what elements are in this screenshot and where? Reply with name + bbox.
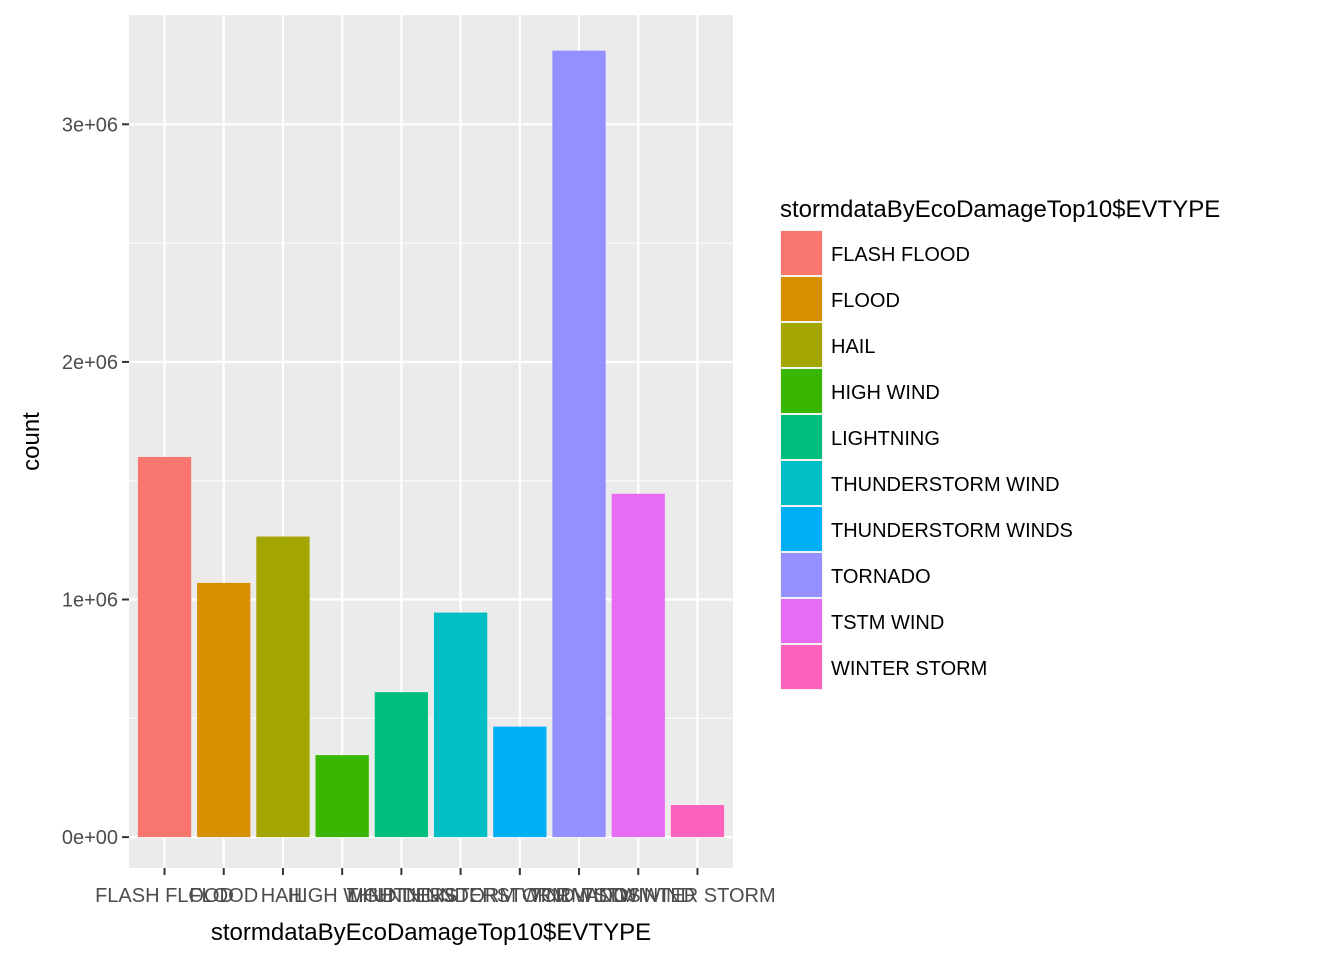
legend-key-swatch <box>781 415 822 459</box>
bar <box>552 50 606 838</box>
x-tick-label: HIGH WIND <box>288 885 397 907</box>
y-axis: 0e+00 1e+06 2e+06 3e+06 <box>62 114 129 849</box>
bar <box>137 456 192 838</box>
x-tick-label: FLOOD <box>189 885 258 907</box>
x-tick-label: LIGHTNING <box>347 885 456 907</box>
legend-label: FLOOD <box>831 290 900 312</box>
legend-label: TSTM WIND <box>831 612 944 634</box>
legend-label: TORNADO <box>831 566 931 588</box>
y-tick-label: 3e+06 <box>62 114 118 136</box>
legend-key-swatch <box>781 645 822 689</box>
legend: stormdataByEcoDamageTop10$EVTYPE FLASH F… <box>780 196 1220 690</box>
y-axis-title: count <box>18 412 45 471</box>
y-tick-label: 2e+06 <box>62 352 118 374</box>
legend-key-swatch <box>781 231 822 275</box>
x-tick-label: THUNDERSTORM WINDS <box>399 885 641 907</box>
y-tick-label: 1e+06 <box>62 590 118 612</box>
legend-label: THUNDERSTORM WIND <box>831 474 1060 496</box>
x-axis-title: stormdataByEcoDamageTop10$EVTYPE <box>211 919 651 946</box>
legend-key-swatch <box>781 369 822 413</box>
bar <box>374 692 429 838</box>
legend-title: stormdataByEcoDamageTop10$EVTYPE <box>780 196 1220 223</box>
legend-key-swatch <box>781 553 822 597</box>
legend-label: FLASH FLOOD <box>831 244 970 266</box>
legend-label: LIGHTNING <box>831 428 940 450</box>
bar <box>197 582 251 838</box>
legend-label: THUNDERSTORM WINDS <box>831 520 1073 542</box>
bar <box>256 536 310 838</box>
legend-label: WINTER STORM <box>831 658 987 680</box>
bar <box>670 805 725 838</box>
x-tick-label: THUNDERSTORM WIND <box>346 885 575 907</box>
y-tick-label: 0e+00 <box>62 827 118 849</box>
bar <box>433 612 488 838</box>
x-tick-label: WINTER STORM <box>619 885 775 907</box>
legend-key-swatch <box>781 507 822 551</box>
x-tick-label: TSTM WIND <box>582 885 695 907</box>
bars <box>137 50 725 838</box>
legend-key-swatch <box>781 323 822 367</box>
legend-key-swatch <box>781 277 822 321</box>
legend-key-swatch <box>781 599 822 643</box>
legend-label: HIGH WIND <box>831 382 940 404</box>
legend-key-swatch <box>781 461 822 505</box>
bar <box>315 755 369 838</box>
legend-label: HAIL <box>831 336 875 358</box>
x-tick-label: TORNADO <box>529 885 629 907</box>
bar <box>611 493 665 838</box>
x-tick-label: FLASH FLOOD <box>95 885 234 907</box>
x-tick-label: HAIL <box>261 885 305 907</box>
bar <box>493 726 547 838</box>
